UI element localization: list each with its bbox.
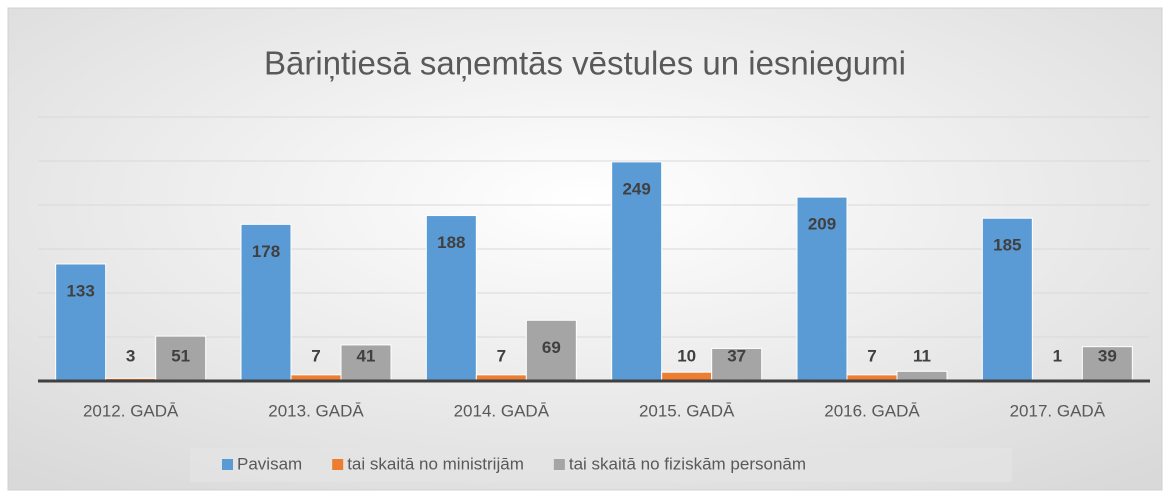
bar (981, 217, 1033, 382)
data-label: 7 (867, 346, 876, 365)
data-label: 209 (808, 215, 836, 234)
data-label: 7 (497, 346, 506, 365)
data-label: 133 (66, 281, 94, 300)
x-tick-label: 2013. GADĀ (268, 401, 364, 420)
data-label: 3 (126, 346, 135, 365)
legend-label: tai skaitā no fiziskām personām (569, 454, 806, 473)
data-label: 249 (622, 179, 650, 198)
data-label: 10 (677, 346, 696, 365)
data-label: 37 (727, 346, 746, 365)
bar (611, 161, 663, 382)
bar (796, 196, 848, 382)
legend-label: Pavisam (237, 454, 302, 473)
x-tick-label: 2014. GADĀ (454, 401, 550, 420)
data-label: 1 (1053, 346, 1062, 365)
x-tick-label: 2015. GADĀ (639, 401, 735, 420)
data-label: 41 (357, 346, 376, 365)
bar (55, 263, 107, 382)
data-label: 185 (993, 236, 1021, 255)
bar (425, 215, 477, 382)
x-tick-label: 2016. GADĀ (824, 401, 920, 420)
x-tick-label: 2012. GADĀ (83, 401, 179, 420)
chart-title: Bāriņtiesā saņemtās vēstules un iesniegu… (264, 45, 906, 82)
x-tick-label: 2017. GADĀ (1010, 401, 1106, 420)
bar (711, 347, 763, 382)
legend-label: tai skaitā no ministrijām (347, 454, 524, 473)
data-label: 51 (171, 346, 190, 365)
bar (1081, 346, 1133, 382)
legend-swatch (332, 459, 344, 470)
data-label: 69 (542, 338, 561, 357)
data-label: 7 (311, 346, 320, 365)
data-label: 39 (1098, 346, 1117, 365)
legend-swatch (553, 459, 565, 470)
legend-swatch (222, 459, 233, 470)
data-label: 178 (252, 242, 280, 261)
legend-box (190, 448, 1012, 482)
data-label: 188 (437, 233, 465, 252)
data-label: 11 (913, 346, 931, 365)
